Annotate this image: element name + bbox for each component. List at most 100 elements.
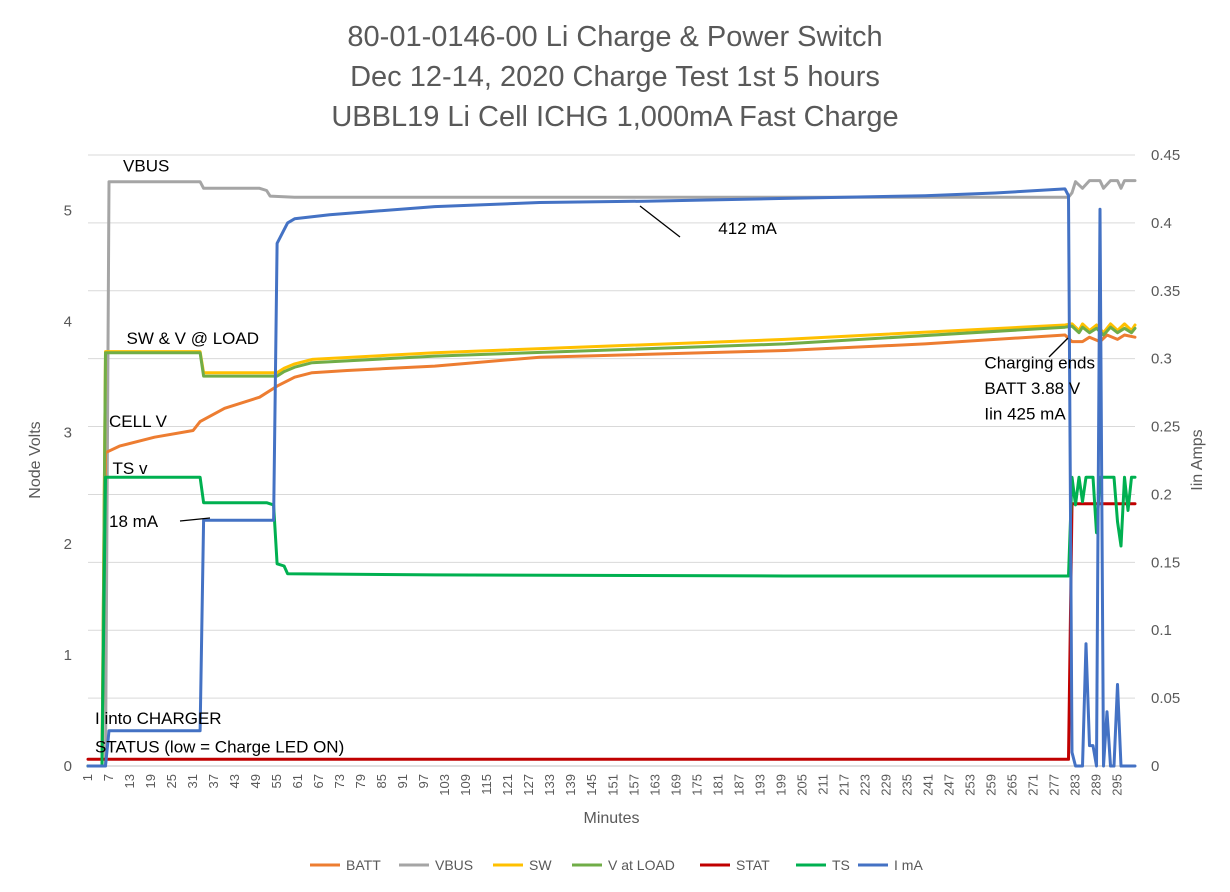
x-tick-label: 151 xyxy=(605,774,620,796)
x-axis-ticks: 1 7 13 19 25 31 37 43 49 55 61 67 73 79 85 91 97 103 109 11… xyxy=(80,774,1124,796)
legend-item: TS xyxy=(796,857,850,873)
x-tick-label: 121 xyxy=(500,774,515,796)
y-left-tick-label: 3 xyxy=(64,425,72,442)
series-line-i-ma xyxy=(86,187,1137,768)
legend-item: VBUS xyxy=(399,857,473,873)
annotation-label: CELL V xyxy=(109,412,168,431)
series-line-v-at-load xyxy=(86,324,1137,768)
x-axis-title: Minutes xyxy=(583,810,639,827)
annotation-leaders xyxy=(179,205,1069,522)
x-tick-label: 97 xyxy=(416,774,431,788)
y-right-tick-label: 0.1 xyxy=(1151,622,1172,639)
y-right-tick-label: 0.35 xyxy=(1151,283,1180,300)
x-tick-label: 43 xyxy=(227,774,242,788)
y-axis-left-title: Node Volts xyxy=(27,421,44,498)
series-line-ts xyxy=(86,475,1137,768)
y-left-tick-label: 2 xyxy=(64,536,72,553)
x-tick-label: 7 xyxy=(101,774,116,781)
x-tick-label: 193 xyxy=(752,774,767,796)
y-right-tick-label: 0.2 xyxy=(1151,486,1172,503)
series-line-batt xyxy=(86,333,1137,768)
legend-label: BATT xyxy=(346,857,381,873)
x-tick-label: 295 xyxy=(1109,774,1124,796)
x-tick-label: 199 xyxy=(773,774,788,796)
annotation-label: BATT 3.88 V xyxy=(984,379,1080,398)
x-tick-label: 277 xyxy=(1046,774,1061,796)
x-tick-label: 223 xyxy=(857,774,872,796)
y-right-tick-label: 0.3 xyxy=(1151,351,1172,368)
x-tick-label: 289 xyxy=(1088,774,1103,796)
x-tick-label: 265 xyxy=(1004,774,1019,796)
annotation-label: Charging ends xyxy=(984,353,1095,372)
y-left-tick-label: 0 xyxy=(64,758,72,775)
x-tick-label: 13 xyxy=(122,774,137,788)
x-tick-label: 217 xyxy=(836,774,851,796)
y-right-tick-label: 0.4 xyxy=(1151,215,1172,232)
legend-label: STAT xyxy=(736,857,770,873)
x-tick-label: 145 xyxy=(584,774,599,796)
x-tick-label: 229 xyxy=(878,774,893,796)
leader-18ma xyxy=(179,517,211,522)
annotation-label: 18 mA xyxy=(109,512,159,531)
y-axis-left-ticks: 0 1 2 3 4 5 xyxy=(64,203,72,775)
annotation-label: 412 mA xyxy=(718,219,777,238)
legend-label: TS xyxy=(832,857,850,873)
x-tick-label: 103 xyxy=(437,774,452,796)
legend-item: I mA xyxy=(858,857,923,873)
y-axis-right-ticks: 0 0.05 0.1 0.15 0.2 0.25 0.3 0.35 0.4 0.45 xyxy=(1151,147,1180,775)
x-tick-label: 73 xyxy=(332,774,347,788)
x-tick-label: 253 xyxy=(962,774,977,796)
leader-charging-ends xyxy=(1048,337,1069,358)
x-tick-label: 79 xyxy=(353,774,368,788)
x-tick-label: 283 xyxy=(1067,774,1082,796)
annotation-label: VBUS xyxy=(123,157,169,176)
x-tick-label: 247 xyxy=(941,774,956,796)
annotations: VBUS 412 mA SW & V @ LOAD CELL V TS v 18 mA Ch… xyxy=(95,157,1095,757)
x-tick-label: 187 xyxy=(731,774,746,796)
y-right-tick-label: 0.25 xyxy=(1151,419,1180,436)
legend-item: BATT xyxy=(310,857,381,873)
y-right-tick-label: 0.15 xyxy=(1151,554,1180,571)
legend-label: SW xyxy=(529,857,552,873)
legend-item: STAT xyxy=(700,857,770,873)
x-tick-label: 271 xyxy=(1025,774,1040,796)
annotation-label: SW & V @ LOAD xyxy=(127,329,260,348)
x-tick-label: 91 xyxy=(395,774,410,788)
x-tick-label: 37 xyxy=(206,774,221,788)
y-left-tick-label: 5 xyxy=(64,203,72,220)
x-tick-label: 127 xyxy=(521,774,536,796)
y-right-tick-label: 0.45 xyxy=(1151,147,1180,164)
x-tick-label: 259 xyxy=(983,774,998,796)
x-tick-label: 115 xyxy=(479,774,494,795)
y-left-tick-label: 1 xyxy=(64,647,72,664)
x-tick-label: 169 xyxy=(668,774,683,796)
series-line-vbus xyxy=(86,179,1137,768)
x-tick-label: 55 xyxy=(269,774,284,788)
annotation-label: I into CHARGER xyxy=(95,709,222,728)
legend: BATT VBUS SW V at LOAD STAT TS I mA xyxy=(310,857,923,873)
leader-412ma xyxy=(639,205,681,238)
x-tick-label: 61 xyxy=(290,774,305,788)
x-tick-label: 205 xyxy=(794,774,809,796)
x-tick-label: 25 xyxy=(164,774,179,788)
chart-title: 80-01-0146-00 Li Charge & Power Switch xyxy=(347,21,882,53)
annotation-label: STATUS (low = Charge LED ON) xyxy=(95,738,344,757)
x-tick-label: 19 xyxy=(143,774,158,788)
x-tick-label: 67 xyxy=(311,774,326,788)
annotation-label: TS v xyxy=(113,459,148,478)
legend-label: V at LOAD xyxy=(608,857,675,873)
x-tick-label: 133 xyxy=(542,774,557,796)
x-tick-label: 157 xyxy=(626,774,641,796)
legend-item: SW xyxy=(493,857,552,873)
x-tick-label: 241 xyxy=(920,774,935,796)
series-lines xyxy=(86,179,1137,768)
y-right-tick-label: 0.05 xyxy=(1151,690,1180,707)
chart-subtitle-1: Dec 12-14, 2020 Charge Test 1st 5 hours xyxy=(350,61,880,93)
legend-item: V at LOAD xyxy=(572,857,675,873)
annotation-label: Iin 425 mA xyxy=(984,404,1066,423)
x-tick-label: 109 xyxy=(458,774,473,796)
x-tick-label: 49 xyxy=(248,774,263,788)
y-left-tick-label: 4 xyxy=(64,314,72,331)
legend-label: I mA xyxy=(894,857,923,873)
